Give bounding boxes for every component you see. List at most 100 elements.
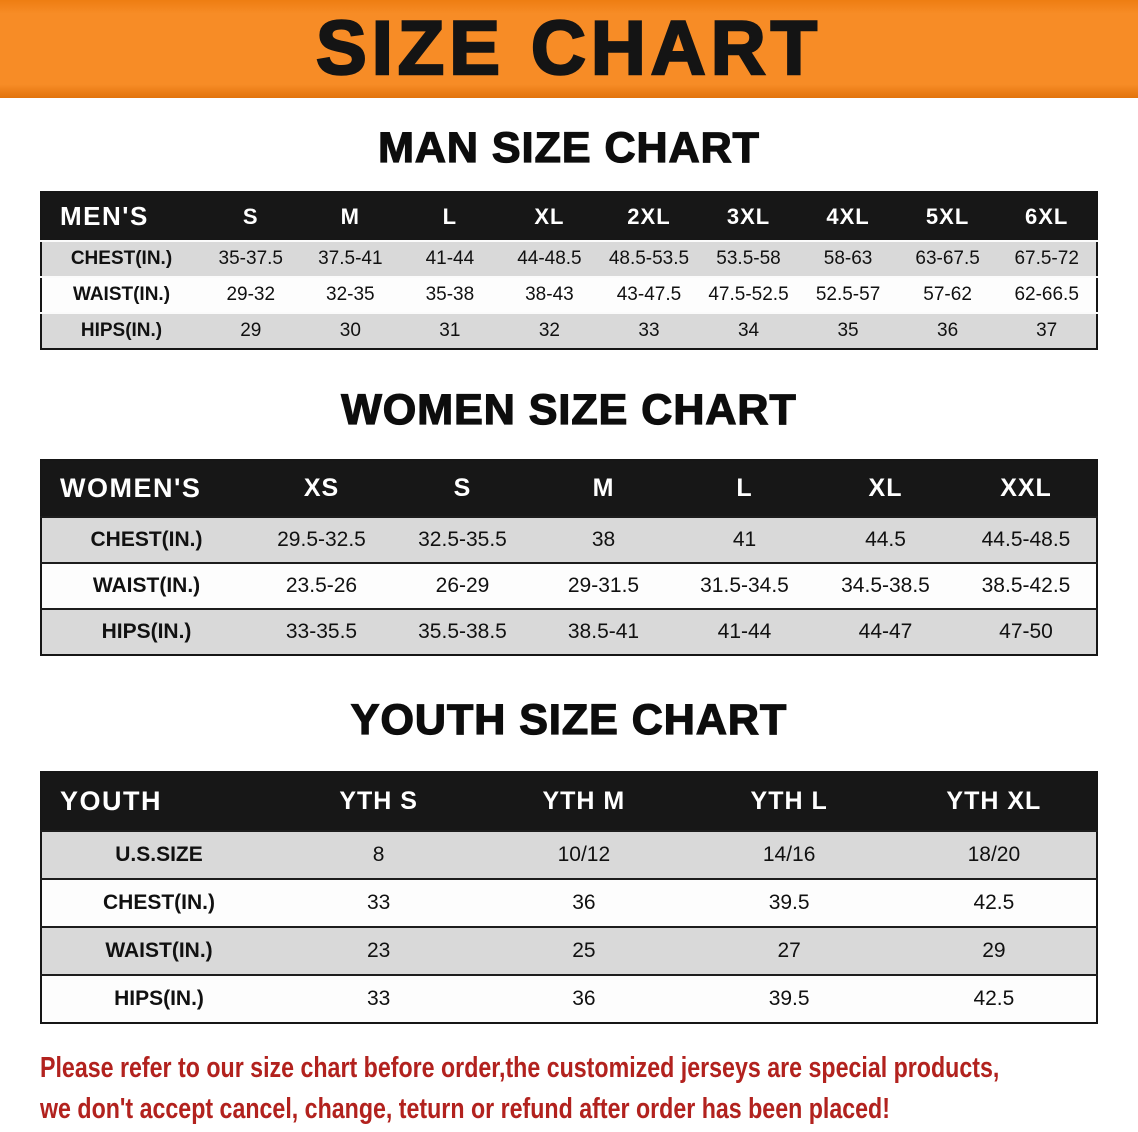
row-label-cell: HIPS(IN.): [80, 320, 163, 341]
measurement-row: CHEST(IN.) 33 36 39.5 42.5: [41, 879, 1097, 927]
size-value-cell: 18/20: [967, 843, 1021, 866]
size-value-cell: 67.5-72: [1014, 248, 1079, 269]
size-value-cell: 29: [240, 320, 262, 341]
size-value-cell: 10/12: [557, 843, 611, 866]
size-value-cell: 37: [1036, 320, 1058, 341]
women-size-section: WOMEN SIZE CHART WOMEN'S XS S M L XL XXL CHEST(…: [0, 385, 1138, 656]
row-label-cell: CHEST(IN.): [90, 528, 203, 551]
women-section-heading: WOMEN SIZE CHART: [341, 385, 797, 434]
size-header-cell: YTH XL: [891, 772, 1097, 831]
size-header-cell: L: [674, 460, 815, 517]
size-value-cell: 30: [339, 320, 361, 341]
size-value-cell: 35-38: [425, 284, 475, 305]
measurement-row: HIPS(IN.) 29 30 31 32 33 34 35 36 37: [41, 313, 1097, 349]
size-header-cell: YTH L: [686, 772, 892, 831]
size-value-cell: 42.5: [973, 987, 1015, 1010]
size-header-cell: YTH M: [481, 772, 687, 831]
row-label-cell: HIPS(IN.): [114, 987, 204, 1010]
size-value-cell: 36: [572, 987, 596, 1010]
size-value-cell: 38.5-41: [567, 620, 640, 643]
size-value-cell: 44.5-48.5: [981, 528, 1071, 551]
size-header-cell: XXL: [956, 460, 1097, 517]
size-header-cell: XS: [251, 460, 392, 517]
size-value-cell: 41-44: [425, 248, 475, 269]
table-title-cell: YOUTH: [41, 772, 276, 831]
measurement-row: WAIST(IN.) 23.5-26 26-29 29-31.5 31.5-34.5 34…: [41, 563, 1097, 609]
title-banner: SIZE CHART: [0, 0, 1138, 98]
size-value-cell: 29.5-32.5: [277, 528, 366, 551]
row-label-cell: CHEST(IN.): [103, 891, 215, 914]
men-size-table: MEN'S S M L XL 2XL 3XL 4XL 5XL 6XL CHEST(IN.) 35-37…: [40, 191, 1098, 350]
size-value-cell: 32-35: [326, 284, 375, 305]
row-label-cell: WAIST(IN.): [72, 284, 171, 305]
size-value-cell: 34: [737, 320, 760, 341]
size-value-cell: 47-50: [999, 620, 1053, 643]
measurement-row: WAIST(IN.) 29-32 32-35 35-38 38-43 43-47.5 47.…: [41, 277, 1097, 313]
size-value-cell: 44.5: [865, 528, 906, 551]
measurement-row: CHEST(IN.) 29.5-32.5 32.5-35.5 38 41 44.5 44.5…: [41, 517, 1097, 563]
measurement-row: U.S.SIZE 8 10/12 14/16 18/20: [41, 831, 1097, 879]
size-value-cell: 57-62: [923, 284, 972, 305]
measurement-row: CHEST(IN.) 35-37.5 37.5-41 41-44 44-48.5 48.5…: [41, 241, 1097, 277]
size-header-cell: YTH S: [276, 772, 482, 831]
size-header-cell: 5XL: [897, 192, 998, 241]
size-value-cell: 31: [439, 320, 461, 341]
measurement-row: HIPS(IN.) 33 36 39.5 42.5: [41, 975, 1097, 1023]
disclaimer-note: Please refer to our size chart before or…: [40, 1048, 1138, 1130]
size-value-cell: 34.5-38.5: [841, 574, 930, 597]
size-header-cell: M: [533, 460, 674, 517]
table-header-row: YOUTH YTH S YTH M YTH L YTH XL: [41, 772, 1097, 831]
size-value-cell: 39.5: [768, 987, 810, 1010]
size-value-cell: 52.5-57: [815, 284, 881, 305]
table-title-cell: MEN'S: [41, 192, 201, 241]
table-header-row: WOMEN'S XS S M L XL XXL: [41, 460, 1097, 517]
size-value-cell: 63-67.5: [915, 248, 980, 269]
size-value-cell: 44-47: [858, 620, 913, 643]
size-header-cell: 4XL: [798, 192, 898, 241]
men-section-heading: MAN SIZE CHART: [377, 123, 760, 172]
size-value-cell: 23.5-26: [285, 574, 358, 597]
size-value-cell: 33: [366, 891, 391, 914]
size-value-cell: 32: [538, 320, 560, 341]
disclaimer-line-1: Please refer to our size chart before or…: [40, 1052, 1000, 1084]
size-value-cell: 48.5-53.5: [608, 248, 690, 269]
size-value-cell: 8: [372, 843, 385, 866]
row-label-cell: WAIST(IN.): [105, 939, 213, 962]
size-value-cell: 43-47.5: [616, 284, 682, 305]
size-value-cell: 38.5-42.5: [981, 574, 1071, 597]
size-value-cell: 53.5-58: [716, 248, 781, 269]
size-value-cell: 29-32: [226, 284, 276, 305]
size-value-cell: 39.5: [768, 891, 810, 914]
size-header-cell: S: [201, 192, 301, 241]
size-value-cell: 26-29: [435, 574, 490, 597]
youth-size-table: YOUTH YTH S YTH M YTH L YTH XL U.S.SIZE 8 10/12…: [40, 771, 1098, 1024]
size-value-cell: 44-48.5: [517, 248, 582, 269]
row-label-cell: WAIST(IN.): [92, 574, 201, 597]
size-value-cell: 33: [638, 320, 660, 341]
size-value-cell: 42.5: [973, 891, 1015, 914]
youth-size-section: YOUTH SIZE CHART YOUTH YTH S YTH M YTH L YTH…: [0, 695, 1138, 1024]
measurement-row: HIPS(IN.) 33-35.5 35.5-38.5 38.5-41 41-44 44-…: [41, 609, 1097, 655]
size-value-cell: 14/16: [762, 843, 816, 866]
size-value-cell: 35: [837, 320, 859, 341]
size-value-cell: 41-44: [717, 620, 772, 643]
size-value-cell: 62-66.5: [1014, 284, 1079, 305]
size-header-cell: 2XL: [599, 192, 699, 241]
size-value-cell: 27: [777, 939, 801, 962]
size-value-cell: 58-63: [823, 248, 873, 269]
size-value-cell: 35-37.5: [218, 248, 283, 269]
size-value-cell: 36: [572, 891, 596, 914]
size-value-cell: 23: [366, 939, 391, 962]
size-header-cell: XL: [499, 192, 600, 241]
row-label-cell: CHEST(IN.): [70, 248, 173, 269]
size-value-cell: 29: [982, 939, 1006, 962]
size-value-cell: 31.5-34.5: [700, 574, 789, 597]
size-value-cell: 37.5-41: [318, 248, 383, 269]
measurement-row: WAIST(IN.) 23 25 27 29: [41, 927, 1097, 975]
row-label-cell: U.S.SIZE: [115, 843, 203, 866]
row-label-cell: HIPS(IN.): [101, 620, 192, 643]
disclaimer-line-2: we don't accept cancel, change, teturn o…: [40, 1093, 890, 1126]
size-header-cell: 6XL: [997, 192, 1097, 241]
size-value-cell: 35.5-38.5: [418, 620, 507, 643]
